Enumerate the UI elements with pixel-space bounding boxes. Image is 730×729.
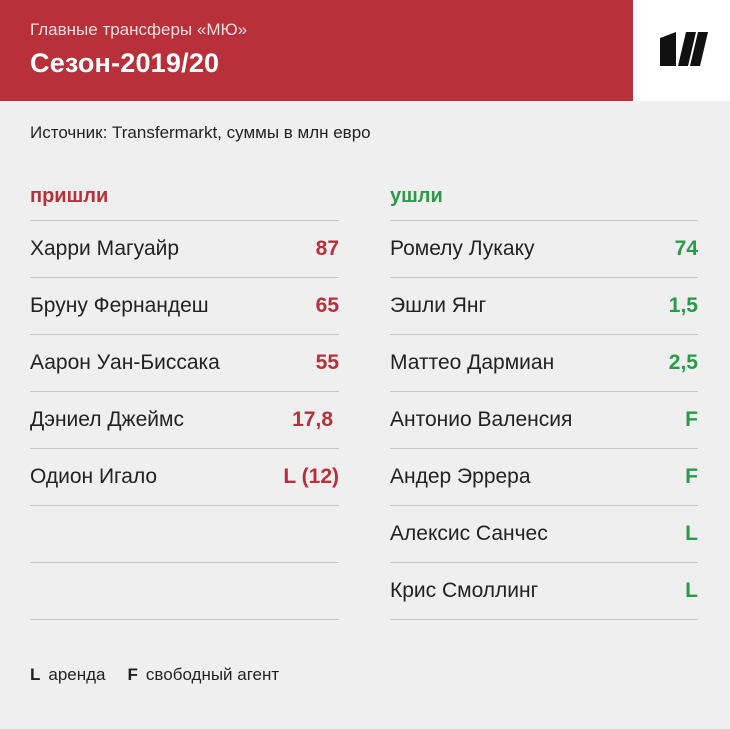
player-name: Андер Эррера [390,465,531,488]
table-row: Бруну Фернандеш 65 [30,278,339,335]
transfer-value: 87 [315,237,339,260]
table-row: Харри Магуайр 87 [30,221,339,278]
table-row: Дэниел Джеймс 17,8 [30,392,339,449]
logo-box [633,0,730,101]
transfer-value: L [685,522,698,545]
transfer-value: 2,5 [668,351,698,374]
transfer-value: 1,5 [668,294,698,317]
page-title: Сезон-2019/20 [30,48,220,78]
legend-key: L [30,665,41,684]
transfer-value: F [685,408,698,431]
outgoing-title: ушли [390,181,698,221]
incoming-title: пришли [30,181,339,221]
transfer-value: 55 [315,351,339,374]
player-name: Харри Магуайр [30,237,180,260]
player-name: Дэниел Джеймс [30,408,184,431]
transfer-value: 65 [315,294,339,317]
outgoing-column: ушли Ромелу Лукаку 74 Эшли Янг 1,5 Маттео … [390,181,698,620]
player-name: Ромелу Лукаку [390,237,535,260]
table-row: Одион Игало L (12) [30,449,339,506]
player-name: Антонио Валенсия [390,408,573,431]
legend: L аренда F свободный агент [30,665,301,685]
player-name: Аарон Уан-Биссака [30,351,220,374]
table-row: Маттео Дармиан 2,5 [390,335,698,392]
table-row: Аарон Уан-Биссака 55 [30,335,339,392]
table-row-empty [30,506,339,563]
table-row: Крис Смоллинг L [390,563,698,620]
transfer-value: 74 [674,237,698,260]
transfer-value: L [685,579,698,602]
header-banner: Главные трансферы «МЮ» Сезон-2019/20 [0,0,633,101]
legend-item-loan: L аренда [30,665,106,685]
player-name: Одион Игало [30,465,158,488]
player-name: Маттео Дармиан [390,351,555,374]
table-row: Эшли Янг 1,5 [390,278,698,335]
table-row-empty [30,563,339,620]
player-name: Эшли Янг [390,294,487,317]
source-note: Источник: Transfermarkt, суммы в млн евр… [30,123,371,142]
table-row: Ромелу Лукаку 74 [390,221,698,278]
transfer-value: F [685,465,698,488]
player-name: Алексис Санчес [390,522,548,545]
legend-item-free-agent: F свободный агент [128,665,280,685]
transfer-value: 17,8 [292,408,333,431]
table-row: Алексис Санчес L [390,506,698,563]
legend-key: F [127,665,138,684]
incoming-column: пришли Харри Магуайр 87 Бруну Фернандеш 65… [30,181,339,620]
table-row: Антонио Валенсия F [390,392,698,449]
legend-label: аренда [48,665,106,684]
legend-label: свободный агент [145,665,280,684]
transfer-value: L (12) [283,465,339,488]
player-name: Бруну Фернандеш [30,294,209,317]
player-name: Крис Смоллинг [390,579,539,602]
table-row: Андер Эррера F [390,449,698,506]
header-kicker: Главные трансферы «МЮ» [30,20,248,39]
sports-ru-logo-icon [660,32,708,66]
